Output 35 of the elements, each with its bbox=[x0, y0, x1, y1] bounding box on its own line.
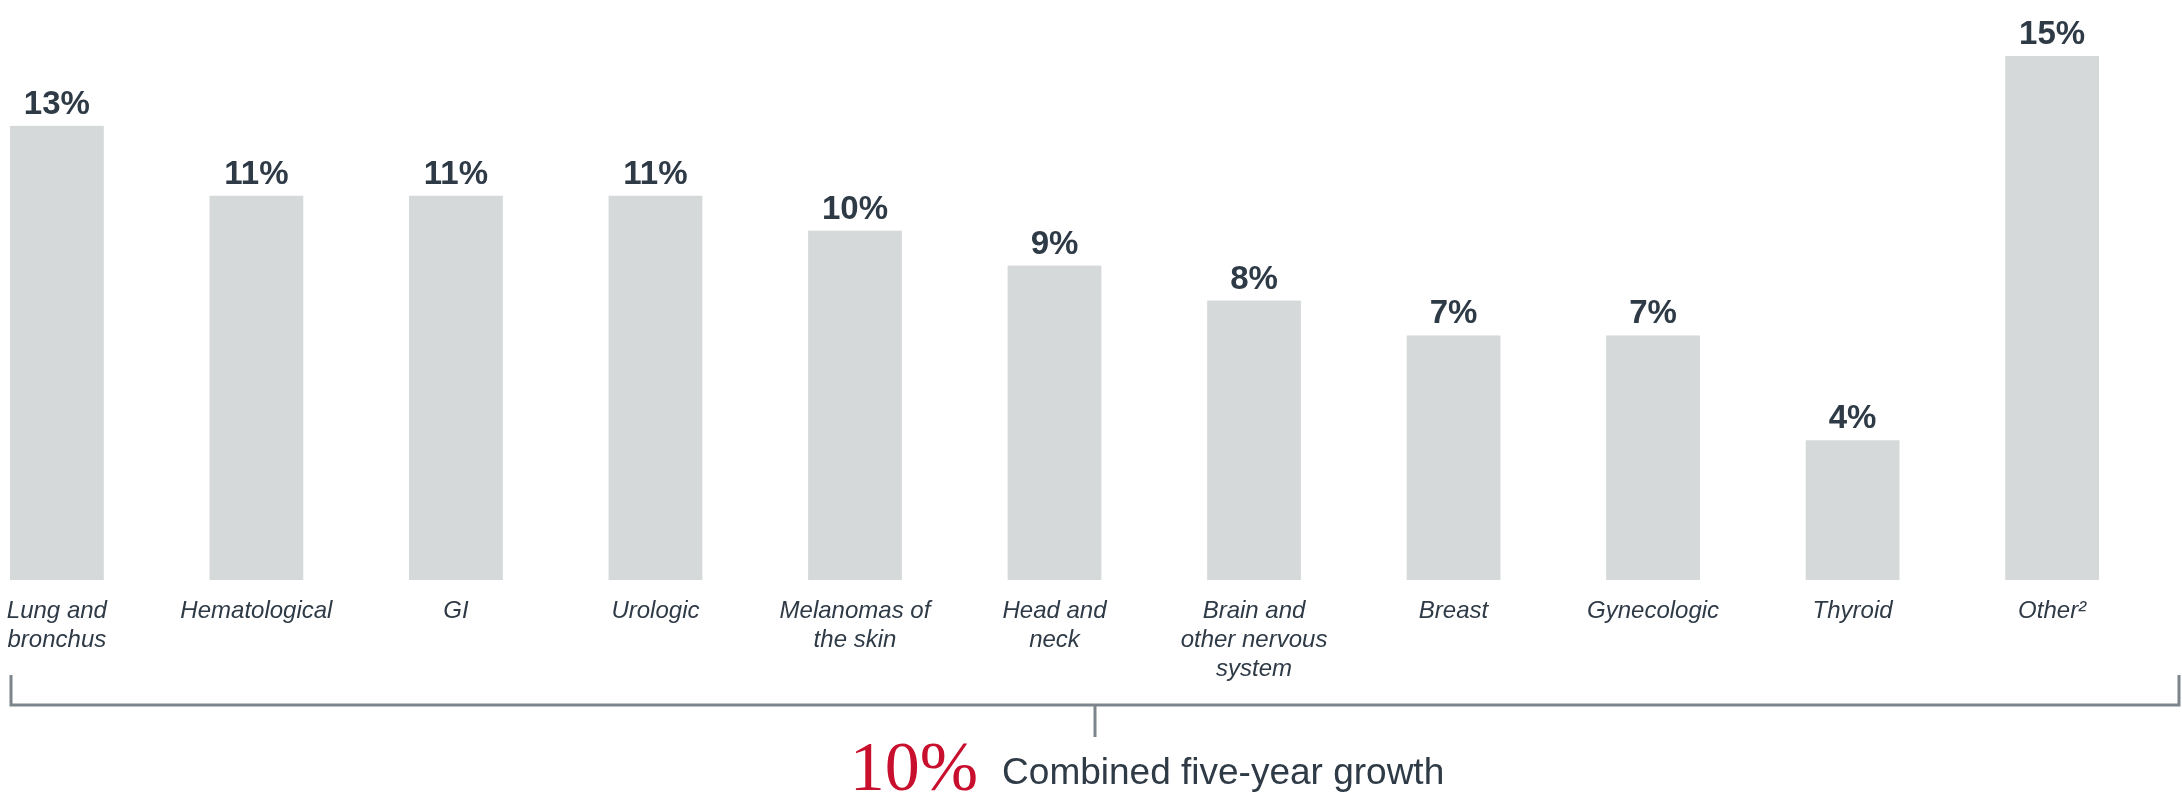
data-label: 11% bbox=[623, 153, 688, 191]
bar bbox=[608, 195, 703, 580]
x-tick-label: Hematological bbox=[180, 596, 334, 623]
data-label: 7% bbox=[1629, 293, 1677, 331]
data-label: 4% bbox=[1828, 398, 1877, 436]
data-label: 10% bbox=[821, 188, 889, 226]
data-label: 13% bbox=[23, 83, 90, 121]
bar bbox=[1007, 265, 1102, 580]
text: Combined five-year growth bbox=[1002, 751, 1445, 792]
data-label: 15% bbox=[2019, 14, 2086, 51]
data-label: 11% bbox=[224, 153, 289, 191]
bar bbox=[1406, 335, 1501, 580]
x-tick-label: Breast bbox=[1418, 596, 1490, 623]
bar bbox=[1606, 335, 1700, 580]
x-tick-label: Melanomas of the skin bbox=[779, 596, 933, 652]
x-tick-label: Other² bbox=[2018, 596, 2088, 623]
bar bbox=[209, 195, 304, 580]
bar bbox=[10, 125, 104, 580]
data-label: 9% bbox=[1030, 223, 1079, 261]
bar bbox=[1207, 300, 1301, 580]
bar bbox=[808, 230, 902, 580]
x-tick-label: GI bbox=[443, 596, 469, 623]
data-label: 11% bbox=[423, 153, 489, 191]
x-tick-label: Gynecologic bbox=[1587, 596, 1720, 623]
x-tick-label: Urologic bbox=[611, 596, 700, 623]
text: 10% bbox=[849, 728, 979, 804]
x-tick-label: Head and neck bbox=[1002, 596, 1108, 652]
bar bbox=[409, 195, 503, 580]
bar bbox=[2005, 56, 2099, 580]
bar bbox=[1805, 440, 1900, 580]
x-tick-label: Lung and bronchus bbox=[6, 596, 108, 652]
data-label: 7% bbox=[1429, 293, 1478, 331]
x-tick-label: Thyroid bbox=[1812, 596, 1894, 623]
x-tick-label: Brain and other nervous system bbox=[1180, 596, 1328, 681]
data-label: 8% bbox=[1230, 258, 1278, 296]
